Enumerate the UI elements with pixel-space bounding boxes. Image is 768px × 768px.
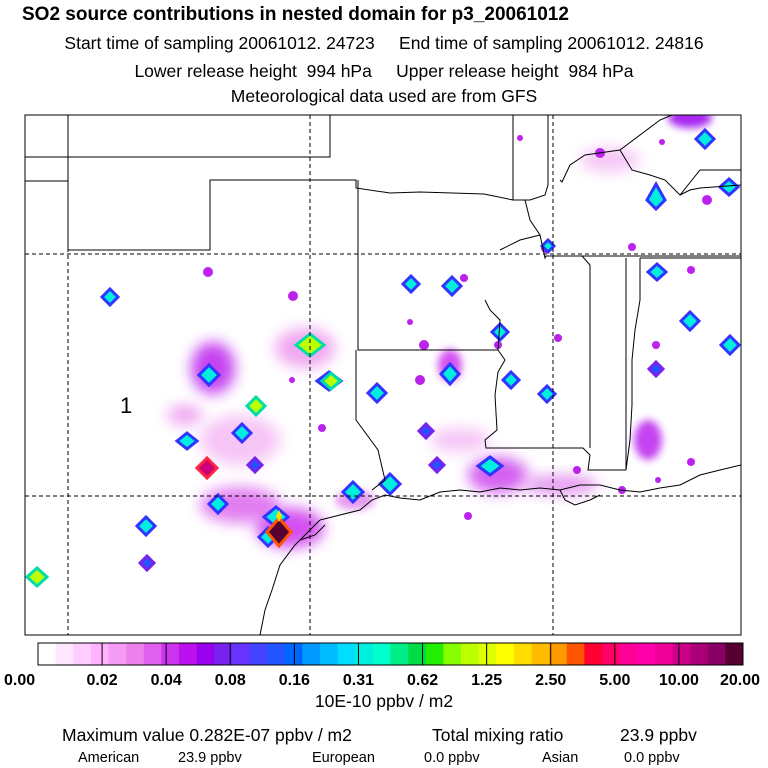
color-legend-swatch [196, 643, 215, 665]
asian-label: Asian [542, 750, 579, 766]
color-legend-swatch [443, 643, 462, 665]
color-legend-unit: 10E-10 ppbv / m2 [314, 691, 454, 711]
color-legend-ticks: 0.00 0.02 0.04 0.08 0.16 0.31 0.62 1.25 2.50 5.00… [4, 643, 760, 689]
color-legend-swatch [161, 643, 180, 665]
color-legend-tick-label: 0.31 [343, 672, 374, 689]
color-legend-swatch [619, 643, 638, 665]
color-legend-tick-label: 20.00 [720, 672, 760, 689]
color-legend-swatch [478, 643, 497, 665]
color-legend-swatch [602, 643, 620, 665]
color-legend-swatch [549, 643, 568, 665]
release-height-line: Lower release height 994 hPa Upper relea… [134, 61, 634, 81]
color-legend-tick-label: 0.04 [151, 672, 182, 689]
color-legend-swatch [584, 643, 603, 665]
color-legend-swatch [320, 643, 338, 665]
american-label: American [78, 750, 140, 766]
sampling-time-line: Start time of sampling 20061012. 24723 E… [64, 33, 704, 53]
coastline [259, 464, 741, 635]
color-legend-swatch [513, 643, 532, 665]
asian-value: 0.0 ppbv [624, 750, 680, 766]
european-value: 0.0 ppbv [424, 750, 480, 766]
color-legend-swatch [90, 643, 109, 665]
color-legend-swatch [390, 643, 409, 665]
map-frame [24, 114, 742, 636]
color-legend-swatch [566, 643, 585, 665]
color-legend-swatch [637, 643, 656, 665]
color-legend-swatch [425, 643, 444, 665]
european-label: European [312, 750, 375, 766]
color-legend-swatch [531, 643, 550, 665]
color-legend-swatch [38, 643, 56, 665]
color-legend-swatch [126, 643, 145, 665]
color-legend-tick-label: 10.00 [659, 672, 699, 689]
total-mixing-label: Total mixing ratio [432, 725, 564, 745]
american-value: 23.9 ppbv [178, 750, 242, 766]
color-legend-tick-label: 0.00 [4, 672, 35, 689]
map-title: SO2 source contributions in nested domai… [22, 4, 569, 25]
color-legend-swatch [707, 643, 726, 665]
meteorology-line: Meteorological data used are from GFS [230, 86, 538, 106]
color-legend-tick-label: 0.02 [87, 672, 118, 689]
color-legend-swatch [73, 643, 92, 665]
map-area: 1 [25, 115, 741, 635]
color-legend-tick-label: 0.62 [407, 672, 438, 689]
color-legend-swatch [284, 643, 303, 665]
color-legend-tick-label: 5.00 [599, 672, 630, 689]
color-legend-swatch [267, 643, 286, 665]
color-legend-swatch [249, 643, 268, 665]
state-boundaries [25, 115, 741, 491]
color-legend-swatch [408, 643, 427, 665]
color-legend-swatches [38, 643, 744, 665]
color-legend-swatch [690, 643, 709, 665]
color-legend-tick-label: 0.16 [279, 672, 310, 689]
color-legend-swatch [355, 643, 374, 665]
color-legend-swatch [725, 643, 744, 665]
color-legend-swatch [108, 643, 127, 665]
color-legend-swatch [302, 643, 321, 665]
color-legend-tick-label: 2.50 [535, 672, 566, 689]
color-legend-tick-label: 0.08 [215, 672, 246, 689]
color-legend-swatch [461, 643, 479, 665]
minor-sources [203, 135, 712, 520]
color-legend-swatch [672, 643, 691, 665]
color-legend-swatch [372, 643, 391, 665]
color-legend-swatch [179, 643, 197, 665]
region-label: 1 [120, 393, 132, 418]
color-legend-tick-label: 1.25 [471, 672, 502, 689]
color-legend-swatch [654, 643, 673, 665]
color-legend-swatch [55, 643, 74, 665]
color-legend-swatch [496, 643, 515, 665]
maximum-value: Maximum value 0.282E-07 ppbv / m2 [62, 725, 352, 745]
color-legend-swatch [214, 643, 233, 665]
color-legend-swatch [143, 643, 162, 665]
total-mixing-value: 23.9 ppbv [620, 725, 697, 745]
color-legend-swatch [231, 643, 250, 665]
color-legend-swatch [337, 643, 356, 665]
